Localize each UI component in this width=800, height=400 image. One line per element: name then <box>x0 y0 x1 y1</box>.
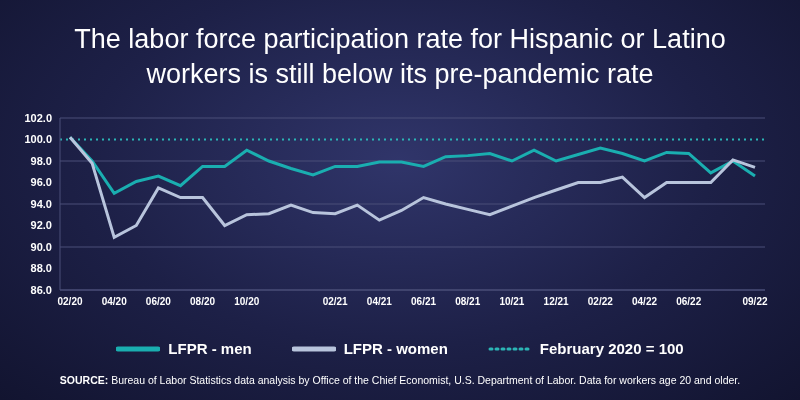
svg-text:08/21: 08/21 <box>455 296 480 307</box>
svg-text:06/21: 06/21 <box>411 296 436 307</box>
svg-text:10/20: 10/20 <box>234 296 259 307</box>
svg-text:96.0: 96.0 <box>31 176 52 188</box>
svg-text:94.0: 94.0 <box>31 198 52 210</box>
svg-text:06/20: 06/20 <box>146 296 171 307</box>
svg-text:98.0: 98.0 <box>31 155 52 167</box>
svg-text:10/21: 10/21 <box>499 296 524 307</box>
svg-text:90.0: 90.0 <box>31 241 52 253</box>
svg-text:04/20: 04/20 <box>102 296 127 307</box>
html-text:SOURCE: Bureau of Labor Statis: SOURCE: Bureau of Labor Statistics data … <box>59 374 741 386</box>
html-text:LFPR - women: LFPR - women <box>343 340 448 357</box>
svg-text:02/22: 02/22 <box>588 296 613 307</box>
svg-text:102.0: 102.0 <box>24 112 52 124</box>
svg-text:04/22: 04/22 <box>632 296 657 307</box>
svg-text:86.0: 86.0 <box>31 284 52 296</box>
svg-text:100.0: 100.0 <box>24 133 52 145</box>
html-text:LFPR - men: LFPR - men <box>168 340 252 357</box>
svg-text:02/21: 02/21 <box>323 296 348 307</box>
svg-text:02/20: 02/20 <box>57 296 82 307</box>
svg-text:09/22: 09/22 <box>742 296 767 307</box>
html-text:February 2020 = 100: February 2020 = 100 <box>539 340 684 357</box>
svg-text:88.0: 88.0 <box>31 262 52 274</box>
svg-text:12/21: 12/21 <box>544 296 569 307</box>
svg-text:08/20: 08/20 <box>190 296 215 307</box>
svg-text:92.0: 92.0 <box>31 219 52 231</box>
svg-text:06/22: 06/22 <box>676 296 701 307</box>
svg-text:04/21: 04/21 <box>367 296 392 307</box>
html-text:The labor force participation: The labor force participation rate for H… <box>74 24 726 89</box>
